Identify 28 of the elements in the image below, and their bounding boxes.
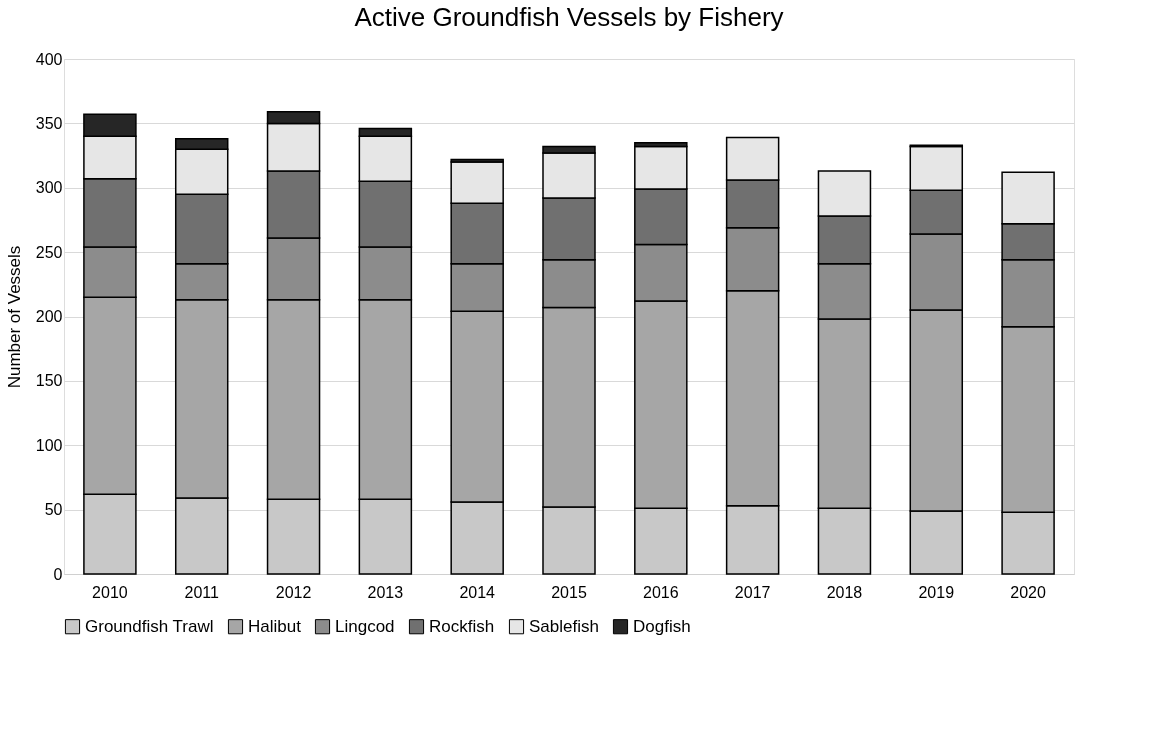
- y-tick-label: 150: [35, 372, 63, 390]
- y-tick-label: 50: [44, 501, 63, 519]
- legend-label: Lingcod: [335, 616, 395, 636]
- legend-label: Sablefish: [529, 616, 599, 636]
- legend-label: Halibut: [248, 616, 302, 636]
- x-tick-label: 2012: [275, 583, 312, 601]
- y-tick-label: 350: [35, 114, 63, 132]
- x-tick-label: 2020: [1010, 583, 1046, 601]
- x-tick-label: 2010: [92, 583, 128, 601]
- x-tick-label: 2011: [184, 583, 220, 601]
- y-axis-title: Number of Vessels: [4, 245, 24, 389]
- x-tick-label: 2013: [367, 583, 404, 601]
- legend-label: Rockfish: [429, 616, 495, 636]
- y-tick-label: 250: [35, 243, 63, 261]
- legend-label: Groundfish Trawl: [85, 616, 214, 636]
- y-tick-label: 100: [35, 436, 63, 454]
- chart-title: Active Groundfish Vessels by Fishery: [354, 2, 784, 32]
- x-tick-label: 2017: [734, 583, 771, 601]
- y-tick-label: 200: [35, 308, 63, 325]
- y-tick-label: 300: [35, 179, 63, 197]
- y-tick-label: 0: [53, 565, 63, 583]
- x-tick-label: 2018: [826, 583, 863, 601]
- y-tick-label: 400: [35, 50, 63, 68]
- legend-label: Dogfish: [633, 616, 691, 636]
- x-tick-label: 2016: [643, 583, 679, 601]
- x-tick-label: 2014: [459, 583, 496, 601]
- x-tick-label: 2019: [918, 583, 955, 601]
- x-tick-label: 2015: [551, 583, 587, 601]
